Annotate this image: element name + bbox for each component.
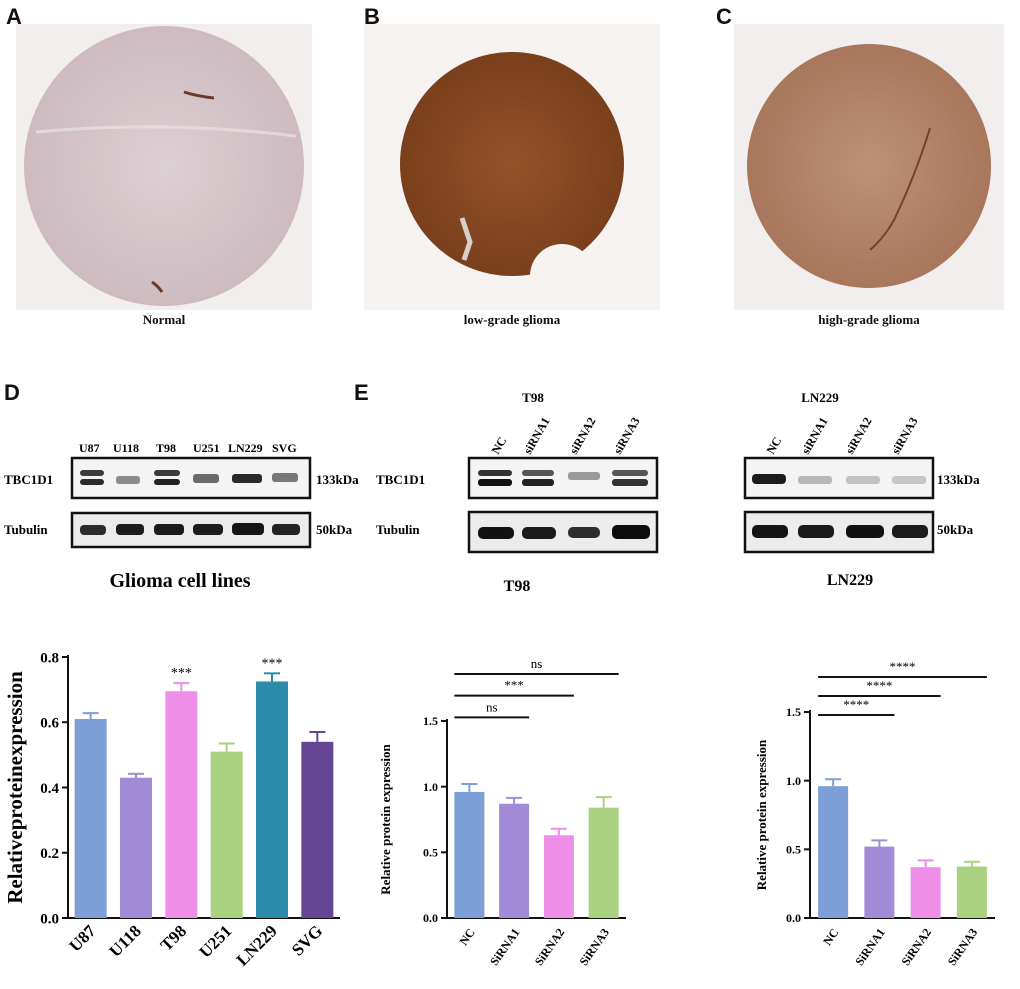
chart-2-ytick-label: 1.5 bbox=[423, 714, 438, 728]
chart-1-category-4: U251 bbox=[195, 921, 235, 961]
blot-e2-subtitle: LN229 bbox=[827, 572, 873, 589]
blot-d-lane-3: T98 bbox=[156, 441, 176, 455]
blot-e1-subtitle: T98 bbox=[504, 578, 531, 595]
chart-3-bar-2 bbox=[864, 846, 895, 918]
blot-d-tbc1d1-membrane bbox=[70, 456, 312, 500]
chart-1-sig-5: *** bbox=[262, 656, 283, 671]
normal-tissue-image bbox=[16, 24, 312, 310]
blot-d-lane-1: U87 bbox=[79, 441, 100, 455]
chart-1-ytick-label: 0.6 bbox=[40, 716, 59, 732]
blot-e1-row-label-tubulin: Tubulin bbox=[376, 522, 420, 537]
high-grade-glioma-tissue-image bbox=[734, 24, 1004, 310]
low-grade-glioma-tissue-image bbox=[364, 24, 660, 310]
western-blot-panels: U87 U118 T98 U251 LN229 SVG TBC1D1 133kD… bbox=[4, 390, 980, 595]
chart-3-ytick-label: 1.0 bbox=[786, 774, 801, 788]
chart-3-ytick-label: 0.0 bbox=[786, 911, 801, 925]
panel-letter-e: E bbox=[354, 380, 369, 405]
chart-1-bar-1 bbox=[74, 718, 107, 918]
chart-1-bar-3 bbox=[165, 691, 198, 918]
blot-d-row-label-tbc1d1: TBC1D1 bbox=[4, 472, 53, 487]
chart-3-comparison-label-1: **** bbox=[843, 697, 869, 712]
chart-3-bar-3 bbox=[910, 867, 941, 918]
panel-letter-a: A bbox=[6, 4, 22, 29]
chart-1-sig-3: *** bbox=[171, 666, 192, 681]
chart-1-ytick-label: 0.4 bbox=[40, 781, 59, 797]
chart-1-ytick-label: 0.8 bbox=[40, 650, 59, 666]
chart-1-ytick-label: 0.0 bbox=[40, 911, 59, 927]
blot-d-lane-2: U118 bbox=[113, 441, 139, 455]
chart-2-ytick-label: 1.0 bbox=[423, 780, 438, 794]
blot-e1-tbc1d1-membrane bbox=[467, 456, 659, 500]
chart-3-category-1: NC bbox=[820, 926, 841, 948]
panel-letter-c: C bbox=[716, 4, 732, 29]
chart-2-ytick-label: 0.5 bbox=[423, 846, 438, 860]
blot-e2-size-133: 133kDa bbox=[937, 472, 980, 487]
panel-letter-d: D bbox=[4, 380, 20, 405]
blot-d-size-50: 50kDa bbox=[316, 522, 353, 537]
chart-2-bar-1 bbox=[454, 791, 485, 918]
chart-1-category-1: U87 bbox=[65, 921, 99, 955]
blot-e-t98: T98 NC siRNA1 siRNA2 siRNA3 TBC1D1 Tubul… bbox=[376, 390, 659, 595]
chart-1-ytick-label: 0.2 bbox=[40, 846, 59, 862]
chart-2-category-4: SiRNA3 bbox=[577, 926, 613, 968]
chart-2-ytick-label: 0.0 bbox=[423, 911, 438, 925]
chart-3-ytick-label: 1.5 bbox=[786, 705, 801, 719]
chart-2-category-2: SiRNA1 bbox=[487, 926, 523, 968]
chart-2-comparison-label-2: *** bbox=[504, 678, 524, 693]
chart-3-comparison-label-3: **** bbox=[890, 659, 916, 674]
blot-d-lane-4: U251 bbox=[193, 441, 220, 455]
chart-3-category-3: SiRNA2 bbox=[899, 926, 935, 968]
chart-1-bar-6 bbox=[301, 741, 334, 918]
chart-2-comparison-label-3: ns bbox=[531, 656, 543, 671]
chart-1-category-2: U118 bbox=[105, 921, 144, 960]
chart-3-category-2: SiRNA1 bbox=[852, 926, 888, 968]
chart-3-bar-4 bbox=[956, 866, 987, 918]
blot-d-title: Glioma cell lines bbox=[109, 570, 250, 592]
chart-2-comparison-label-1: ns bbox=[486, 699, 498, 714]
caption-normal: Normal bbox=[142, 312, 186, 327]
blot-e2-cell-line: LN229 bbox=[801, 390, 839, 405]
chart-3-ytick-label: 0.5 bbox=[786, 843, 801, 857]
blot-d-lane-6: SVG bbox=[272, 441, 297, 455]
caption-low-grade: low-grade glioma bbox=[463, 312, 561, 327]
chart-2-bar-4 bbox=[588, 807, 619, 918]
chart-3-comparison-label-2: **** bbox=[866, 678, 892, 693]
blot-d-tubulin-membrane bbox=[70, 511, 312, 549]
chart-1-category-6: SVG bbox=[288, 921, 326, 959]
caption-high-grade: high-grade glioma bbox=[818, 312, 920, 327]
panel-letter-b: B bbox=[364, 4, 380, 29]
chart-1-ylabel: Relativeproteinexpression bbox=[3, 671, 27, 904]
chart-2-ylabel: Relative protein expression bbox=[378, 744, 393, 895]
chart-2-bar-2 bbox=[499, 803, 530, 918]
chart-1-category-3: T98 bbox=[157, 921, 190, 954]
blot-d-size-133: 133kDa bbox=[316, 472, 359, 487]
chart-1-bar-4 bbox=[210, 751, 243, 918]
chart-1-category-5: LN229 bbox=[233, 921, 281, 969]
chart-2-category-3: SiRNA2 bbox=[532, 926, 568, 968]
blot-e1-row-label-tbc1d1: TBC1D1 bbox=[376, 472, 425, 487]
blot-d-row-label-tubulin: Tubulin bbox=[4, 522, 48, 537]
blot-d: U87 U118 T98 U251 LN229 SVG TBC1D1 133kD… bbox=[4, 441, 359, 592]
chart-2-bar-3 bbox=[543, 835, 574, 918]
blot-e1-cell-line: T98 bbox=[522, 390, 544, 405]
chart-1-bar-2 bbox=[120, 777, 152, 918]
chart-1-bar-5 bbox=[256, 681, 288, 918]
chart-3-category-4: SiRNA3 bbox=[945, 926, 981, 968]
blot-e2-size-50: 50kDa bbox=[937, 522, 974, 537]
chart-3-ylabel: Relative protein expression bbox=[754, 739, 769, 890]
chart-3-bar-1 bbox=[818, 786, 849, 918]
chart-2-category-1: NC bbox=[456, 926, 477, 948]
blot-d-lane-5: LN229 bbox=[228, 441, 263, 455]
